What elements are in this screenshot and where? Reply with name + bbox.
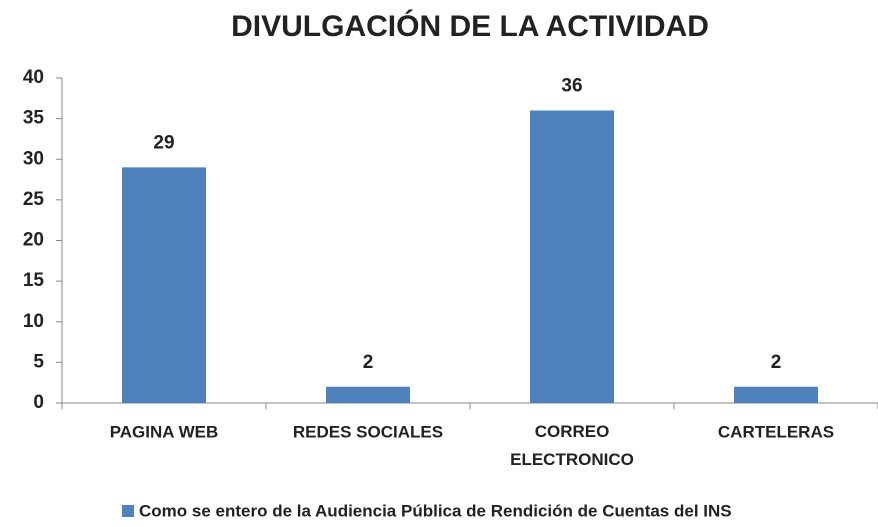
y-tick-label: 15 xyxy=(23,270,45,291)
legend-swatch xyxy=(122,505,134,517)
x-tick-label: CORREO ELECTRONICO xyxy=(510,422,634,469)
y-tick-label: 40 xyxy=(23,67,44,88)
y-tick-label: 0 xyxy=(33,392,44,413)
data-label: 2 xyxy=(771,352,782,373)
y-tick-label: 25 xyxy=(23,189,45,210)
x-tick-label: PAGINA WEB xyxy=(110,422,219,441)
data-label: 36 xyxy=(561,76,582,97)
y-tick-label: 30 xyxy=(23,148,44,169)
x-tick-label-line: ELECTRONICO xyxy=(510,450,634,469)
x-tick-label: REDES SOCIALES xyxy=(293,422,443,441)
y-tick-label: 20 xyxy=(23,230,44,251)
y-tick-label: 35 xyxy=(23,108,45,129)
data-label: 2 xyxy=(363,352,374,373)
bar xyxy=(326,386,410,403)
chart-title: DIVULGACIÓN DE LA ACTIVIDAD xyxy=(231,9,709,43)
x-tick-label: CARTELERAS xyxy=(718,422,834,441)
bar xyxy=(530,110,614,403)
data-label: 29 xyxy=(153,132,174,153)
bar xyxy=(734,386,818,403)
x-tick-label-line: CORREO xyxy=(535,422,610,441)
legend-label: Como se entero de la Audiencia Pública d… xyxy=(139,501,732,520)
bar xyxy=(122,167,206,403)
y-tick-label: 10 xyxy=(23,311,44,332)
y-tick-label: 5 xyxy=(33,351,44,372)
